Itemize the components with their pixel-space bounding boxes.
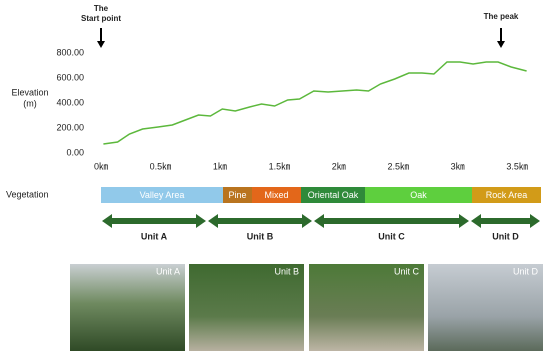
- unit-arrow: [314, 214, 469, 228]
- x-tick-label: 3.5㎞: [506, 161, 528, 171]
- photo-label: Unit D: [513, 266, 539, 276]
- x-tick-label: 1.5㎞: [269, 161, 291, 171]
- annotation: Start point: [81, 14, 121, 23]
- vegetation-zone-label: Rock Area: [486, 190, 528, 200]
- vegetation-zone: [365, 187, 472, 203]
- x-tick-label: 3㎞: [451, 161, 465, 171]
- vegetation-zone: [252, 187, 301, 203]
- x-tick-label: 0.5㎞: [150, 161, 172, 171]
- photo: [309, 264, 424, 351]
- vegetation-zone: [472, 187, 541, 203]
- vegetation-zone-label: Mixed: [264, 190, 288, 200]
- photo-label: Unit B: [274, 266, 299, 276]
- annotation-arrowhead: [97, 41, 105, 48]
- vegetation-zone: [301, 187, 365, 203]
- elevation-line: [103, 61, 527, 145]
- annotation: The: [94, 4, 109, 13]
- y-tick-label: 200.00: [56, 122, 84, 132]
- y-tick-label: 800.00: [56, 47, 84, 57]
- y-tick-label: 600.00: [56, 72, 84, 82]
- photo: [189, 264, 304, 351]
- photo-label: Unit A: [156, 266, 180, 276]
- x-tick-label: 2.5㎞: [387, 161, 409, 171]
- y-axis-label: Elevation: [11, 87, 48, 97]
- unit-arrow: [471, 214, 540, 228]
- photo-label: Unit C: [394, 266, 420, 276]
- photo: [428, 264, 543, 351]
- unit-label: Unit A: [141, 231, 168, 241]
- photo: [70, 264, 185, 351]
- vegetation-zone: [101, 187, 223, 203]
- vegetation-zone-label: Oriental Oak: [308, 190, 359, 200]
- y-axis-label: (m): [23, 98, 37, 108]
- unit-label: Unit B: [247, 231, 274, 241]
- vegetation-zone: [223, 187, 252, 203]
- y-tick-label: 0.00: [66, 147, 84, 157]
- y-tick-label: 400.00: [56, 97, 84, 107]
- unit-arrow: [208, 214, 312, 228]
- unit-label: Unit D: [492, 231, 519, 241]
- x-tick-label: 0㎞: [94, 161, 108, 171]
- vegetation-zone-label: Pine: [228, 190, 246, 200]
- x-tick-label: 2㎞: [332, 161, 346, 171]
- annotation-arrowhead: [497, 41, 505, 48]
- vegetation-zone-label: Oak: [410, 190, 427, 200]
- x-tick-label: 1㎞: [213, 161, 227, 171]
- vegetation-label: Vegetation: [6, 189, 49, 199]
- vegetation-zone-label: Valley Area: [140, 190, 185, 200]
- annotation: The peak: [484, 12, 519, 21]
- unit-arrow: [102, 214, 206, 228]
- unit-label: Unit C: [378, 231, 405, 241]
